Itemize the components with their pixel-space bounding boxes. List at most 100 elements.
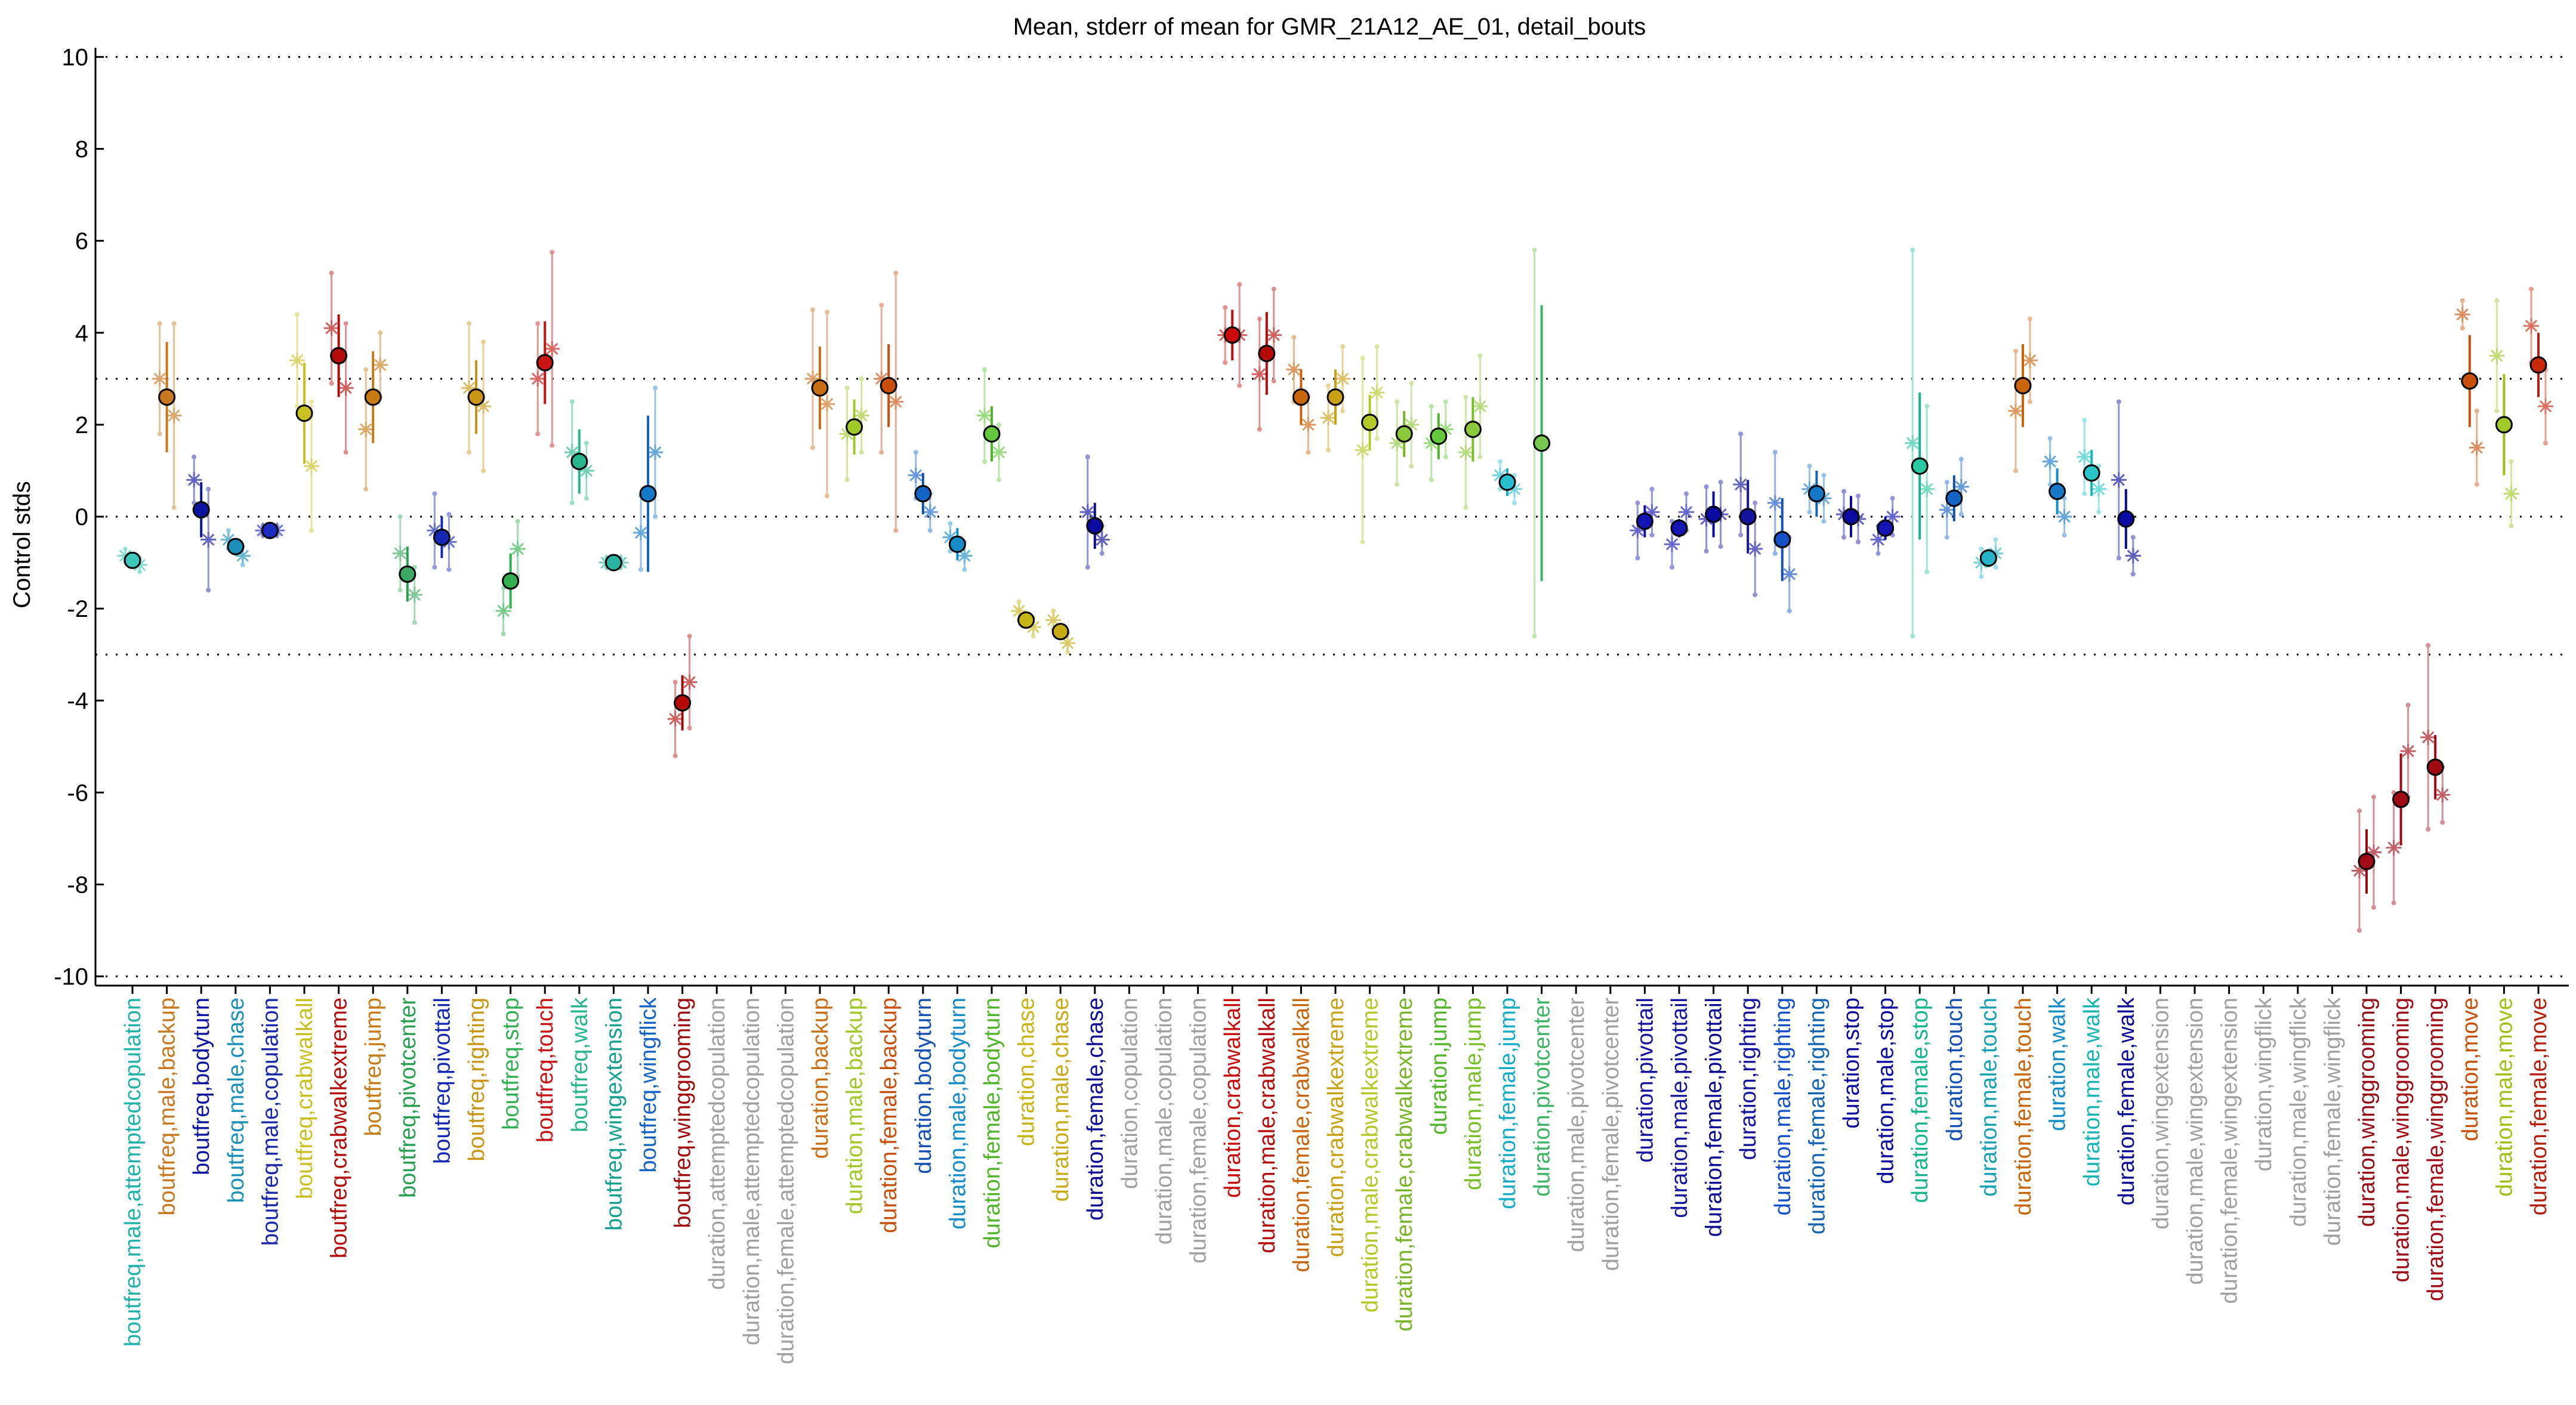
side-error-cap: [171, 321, 177, 326]
side-marker-stroke: [1013, 604, 1025, 617]
side-error-cap: [1429, 404, 1434, 409]
data-point-group: [1870, 496, 1901, 556]
side-error-cap: [1684, 491, 1689, 496]
side-error-cap: [810, 445, 815, 450]
mean-marker: [1292, 388, 1310, 406]
side-error-cap: [2028, 399, 2032, 404]
side-error-cap: [1787, 608, 1792, 613]
side-error-cap: [1443, 399, 1448, 404]
side-error-cap: [1016, 599, 1022, 604]
x-tick-label: duration,female,pivotcenter: [1599, 998, 1624, 1271]
x-tick-label: boutfreq,wingextension: [601, 998, 627, 1231]
side-marker-stroke: [2023, 354, 2037, 367]
side-error-cap: [1409, 464, 1414, 469]
mean-marker: [364, 388, 382, 406]
side-marker: [1266, 327, 1282, 343]
side-error-cap: [569, 399, 575, 404]
mean-marker: [467, 388, 485, 406]
side-marker-stroke: [1062, 637, 1074, 650]
x-tick-label: duration,male,backup: [843, 998, 868, 1214]
data-point-group: [942, 521, 973, 572]
x-tick-label: duration,male,winggrooming: [2389, 998, 2414, 1282]
side-marker-stroke: [497, 604, 510, 617]
data-point-group: [1045, 608, 1076, 655]
side-marker: [289, 353, 305, 368]
x-tick-label: duration,female,chase: [1083, 998, 1108, 1221]
side-marker-stroke: [2505, 487, 2518, 500]
side-marker-stroke: [2470, 441, 2483, 454]
side-error-cap: [397, 514, 403, 519]
data-point-group: [2042, 436, 2072, 538]
side-marker: [819, 396, 835, 412]
data-point-group: [323, 270, 354, 455]
data-point-group: [633, 385, 663, 572]
side-error-cap: [2474, 482, 2479, 487]
x-tick-label: duration,righting: [1736, 998, 1761, 1160]
side-error-cap: [481, 339, 486, 345]
x-tick-label: duration,wingextension: [2148, 998, 2173, 1230]
side-marker-stroke: [1047, 614, 1060, 626]
side-marker: [152, 370, 168, 387]
side-error-cap: [2543, 440, 2548, 446]
mean-marker: [1670, 519, 1688, 537]
y-tick-label: -4: [67, 688, 88, 714]
data-point-group: [839, 376, 869, 483]
side-error-cap: [859, 450, 864, 455]
side-error-cap: [295, 311, 300, 317]
side-marker: [2091, 481, 2107, 497]
mean-marker: [2049, 483, 2066, 501]
side-error-cap: [1326, 447, 1331, 453]
side-marker-stroke: [1288, 363, 1300, 376]
y-tick-label: 6: [75, 228, 88, 255]
side-error-cap: [1910, 248, 1915, 253]
side-marker: [2111, 472, 2127, 488]
side-error-cap: [1271, 378, 1276, 384]
side-marker: [1458, 444, 1474, 461]
y-tick-label: 4: [75, 320, 88, 347]
x-tick-label: duration,male,attemptedcopulation: [739, 998, 764, 1345]
side-error-cap: [2082, 418, 2087, 423]
side-marker: [1733, 477, 1749, 493]
side-marker: [2489, 348, 2505, 364]
side-marker-stroke: [202, 533, 215, 546]
x-tick-label: duration,backup: [808, 998, 833, 1159]
side-error-cap: [1257, 316, 1262, 322]
side-error-cap: [157, 321, 162, 326]
mean-marker: [330, 347, 348, 365]
side-marker: [1286, 362, 1302, 378]
side-marker-stroke: [2436, 789, 2449, 801]
mean-marker: [1326, 388, 1344, 406]
side-error-cap: [982, 367, 987, 372]
side-error-cap: [329, 270, 334, 276]
side-marker-stroke: [649, 446, 662, 459]
side-error-cap: [1271, 286, 1276, 292]
x-tick-label: duration,crabwalkall: [1220, 998, 1245, 1198]
mean-marker: [811, 379, 829, 397]
side-error-cap: [226, 528, 231, 533]
x-tick-label: duration,female,jump: [1495, 998, 1520, 1209]
side-error-cap: [2130, 535, 2136, 540]
side-marker-stroke: [1371, 386, 1383, 399]
mean-marker: [1395, 425, 1413, 443]
side-marker-stroke: [2491, 350, 2503, 362]
mean-marker: [1533, 434, 1551, 452]
side-error-cap: [2116, 555, 2121, 561]
side-error-cap: [1979, 574, 1984, 579]
side-marker: [2538, 399, 2553, 415]
x-tick-label: boutfreq,pivottail: [430, 998, 455, 1164]
side-error-cap: [240, 562, 245, 567]
side-error-cap: [1649, 532, 1655, 538]
x-tick-label: boutfreq,righting: [464, 998, 489, 1162]
side-error-cap: [2130, 572, 2136, 577]
side-error-cap: [997, 477, 1001, 483]
side-error-cap: [192, 454, 197, 459]
side-marker-stroke: [1494, 469, 1507, 481]
mean-marker: [570, 453, 588, 471]
side-marker-stroke: [2112, 474, 2125, 486]
side-error-cap: [569, 500, 575, 505]
side-error-cap: [2028, 316, 2032, 322]
side-marker: [2056, 509, 2072, 524]
side-marker-stroke: [2078, 450, 2091, 463]
side-error-cap: [1910, 634, 1915, 639]
side-error-cap: [309, 399, 314, 404]
